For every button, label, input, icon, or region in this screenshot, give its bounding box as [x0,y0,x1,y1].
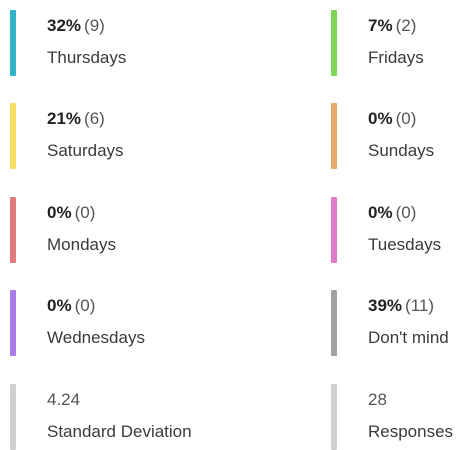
label: Sundays [368,141,435,160]
label: Saturdays [47,141,124,160]
result-values: 0% (0) [47,202,95,224]
color-bar [10,10,16,76]
percent: 0% [368,203,393,222]
stat-item: 28 Responses [331,384,472,450]
label: Tuesdays [368,235,442,254]
option-label: Saturdays [47,140,124,162]
label: Don't mind [368,328,449,347]
count: (11) [405,296,435,315]
stat-value: 4.24 [47,390,81,409]
percent: 7% [368,16,393,35]
result-values: 0% (0) [47,295,95,317]
count: (0) [74,203,96,222]
color-bar [10,197,16,263]
result-values: 0% (0) [368,202,416,224]
label: Mondays [47,235,116,254]
percent: 21% [47,109,82,128]
option-label: Sundays [368,140,434,162]
stat-label: Standard Deviation [47,422,192,441]
stat-bar [10,384,16,450]
label: Fridays [368,48,424,67]
color-bar [331,10,337,76]
stat-label-line: Responses [368,421,453,443]
option-label: Fridays [368,47,424,69]
stat-item: 4.24 Standard Deviation [10,384,192,450]
color-bar [331,290,337,356]
stat-bar [331,384,337,450]
result-item: 7% (2) Fridays [331,10,472,76]
stat-value: 28 [368,390,387,409]
result-values: 0% (0) [368,108,416,130]
count: (0) [395,203,417,222]
stat-value-line: 4.24 [47,389,80,411]
color-bar [10,290,16,356]
percent: 39% [368,296,403,315]
result-item: 32% (9) Thursdays [10,10,160,76]
result-item: 0% (0) Wednesdays [10,290,160,356]
result-values: 21% (6) [47,108,105,130]
option-label: Wednesdays [47,327,145,349]
stat-value-line: 28 [368,389,387,411]
stat-label-line: Standard Deviation [47,421,192,443]
option-label: Thursdays [47,47,126,69]
percent: 32% [47,16,82,35]
result-values: 39% (11) [368,295,434,317]
result-values: 7% (2) [368,15,416,37]
option-label: Don't mind [368,327,449,349]
result-item: 0% (0) Tuesdays [331,197,472,263]
stat-label: Responses [368,422,454,441]
color-bar [331,197,337,263]
label: Wednesdays [47,328,145,347]
count: (2) [395,16,417,35]
count: (6) [84,109,105,128]
option-label: Mondays [47,234,116,256]
result-item: 0% (0) Mondays [10,197,160,263]
result-item: 0% (0) Sundays [331,103,472,169]
label: Thursdays [47,48,127,67]
result-item: 21% (6) Saturdays [10,103,160,169]
option-label: Tuesdays [368,234,441,256]
result-values: 32% (9) [47,15,105,37]
percent: 0% [368,109,393,128]
count: (9) [84,16,105,35]
percent: 0% [47,203,72,222]
color-bar [331,103,337,169]
count: (0) [395,109,417,128]
color-bar [10,103,16,169]
result-item: 39% (11) Don't mind [331,290,472,356]
percent: 0% [47,296,72,315]
count: (0) [74,296,96,315]
